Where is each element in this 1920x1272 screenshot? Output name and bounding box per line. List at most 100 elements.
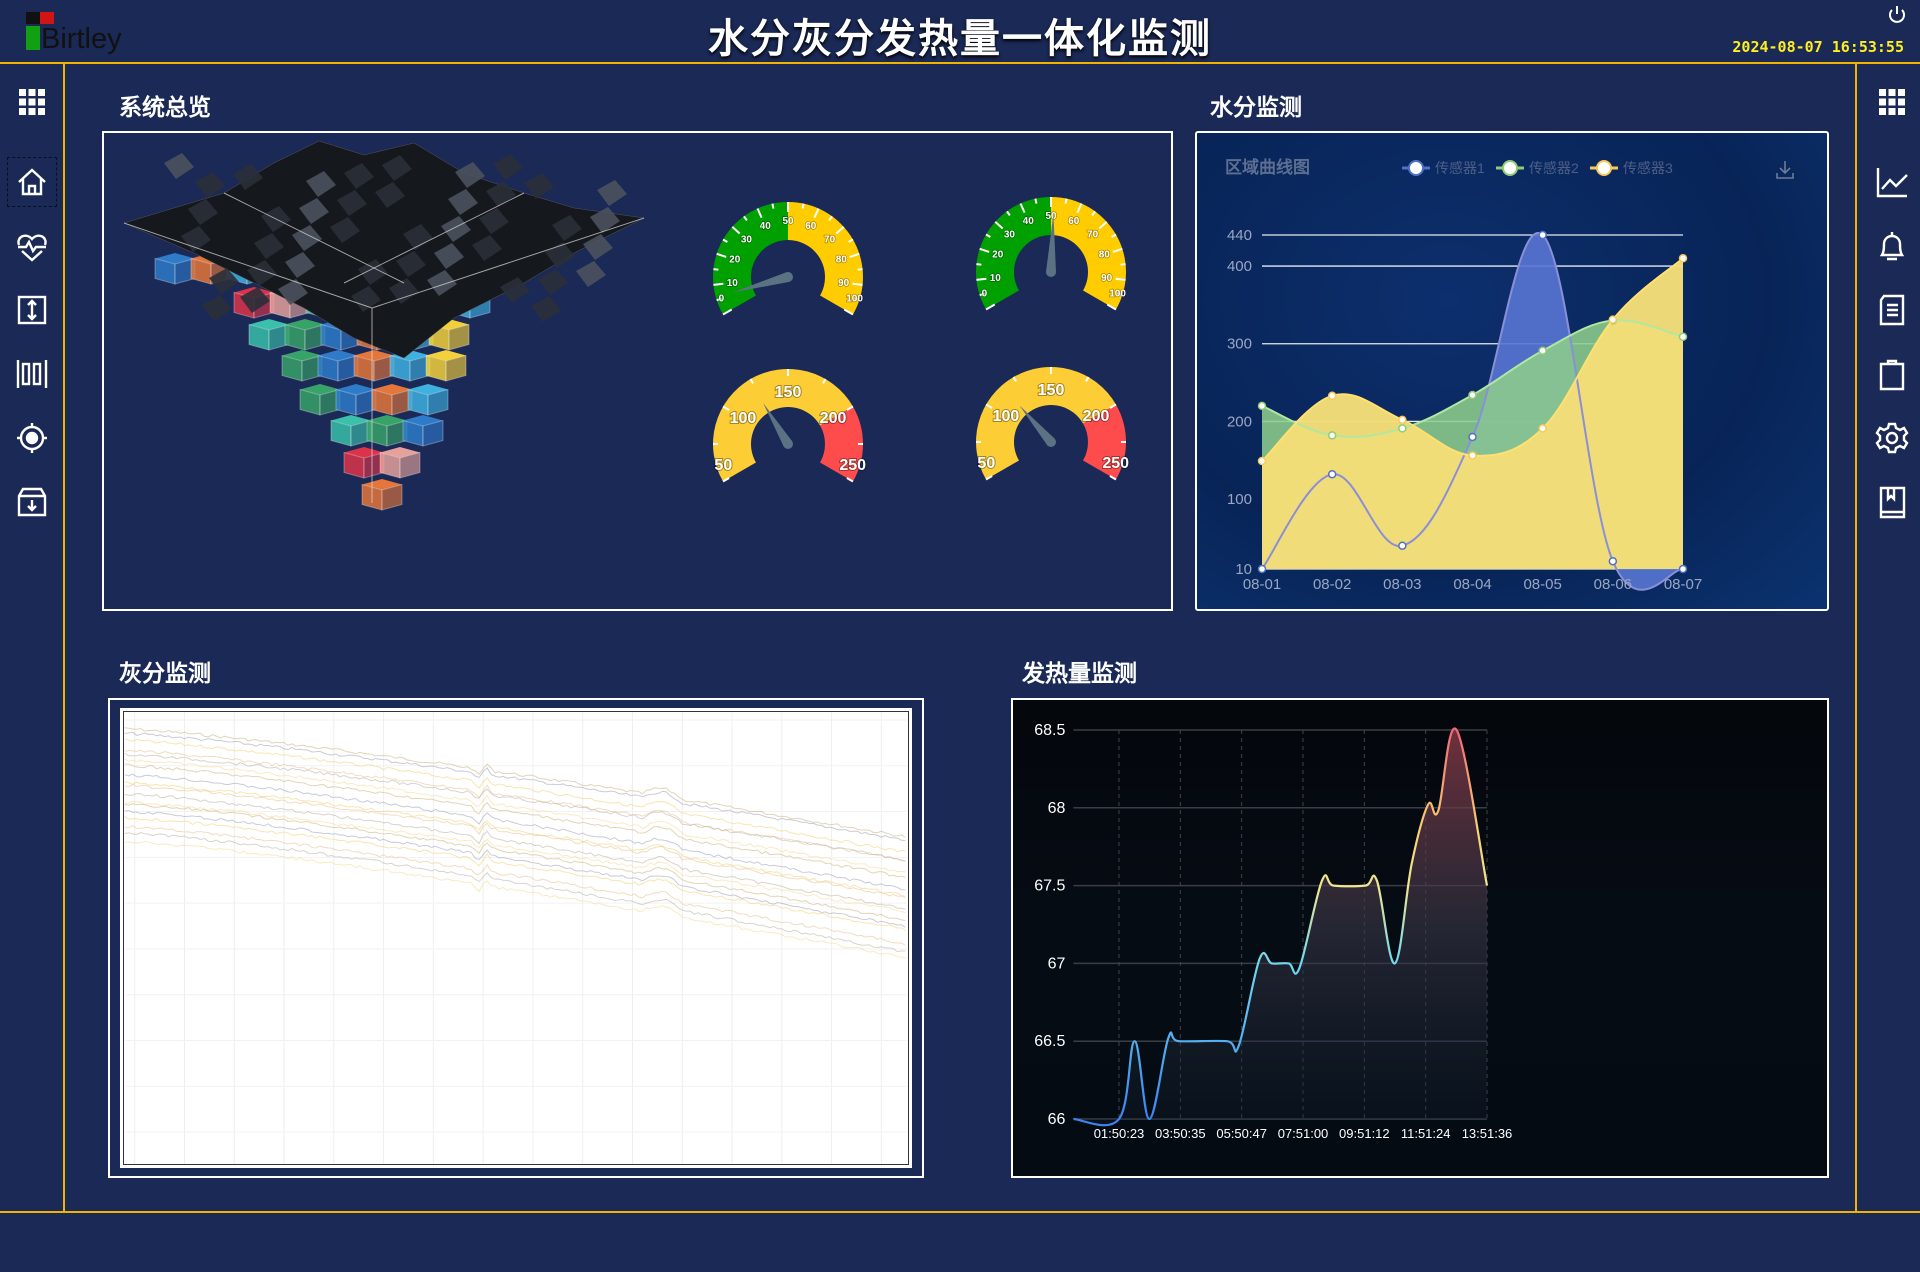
legend-marker — [1596, 160, 1612, 176]
chart-title: 区域曲线图 — [1225, 157, 1310, 177]
series-line — [1261, 231, 1684, 591]
gauge-tick — [743, 215, 748, 221]
gauge-needle-hub — [1046, 267, 1056, 277]
gauge-label: 0 — [982, 289, 988, 300]
clipboard-icon[interactable] — [1874, 356, 1910, 392]
water-chart-panel: 区域曲线图 传感器1 传感器2 传感器3 10 100 200 300 400 440 08-0… — [1195, 131, 1829, 611]
cube — [335, 384, 377, 416]
cube — [366, 415, 408, 447]
gauge-label: 10 — [727, 278, 739, 289]
gauge-tick — [716, 252, 727, 258]
gauge-tick — [994, 221, 1004, 230]
gauge-band — [712, 202, 788, 315]
gauge-tick — [1115, 277, 1126, 281]
x-tick-label: 09:51:12 — [1339, 1126, 1390, 1141]
gauge-tick — [801, 203, 805, 209]
legend-item[interactable]: 传感器3 — [1590, 160, 1673, 176]
trend-line — [124, 781, 906, 897]
gauge-tick — [722, 405, 730, 411]
overview-panel: 0 10 20 30 40 50 60 70 80 90 100 0 10 20 30 40 50 60 70 80 9… — [102, 131, 1173, 611]
data-point — [1257, 401, 1267, 411]
grid-menu-icon[interactable] — [1874, 84, 1910, 120]
gauge-tick — [1117, 292, 1123, 297]
gauge-tick — [1006, 210, 1011, 216]
trend-line — [124, 758, 906, 873]
trend-line — [124, 816, 906, 931]
x-tick-label: 08-03 — [1383, 576, 1421, 593]
gauge-tick — [854, 297, 860, 302]
gauge-needle-hub — [1046, 437, 1056, 447]
gauge-tick — [1019, 203, 1026, 214]
x-tick-label: 01:50:23 — [1094, 1126, 1145, 1141]
x-tick-label: 08-01 — [1243, 576, 1281, 593]
data-point — [1398, 415, 1407, 425]
series-area — [1262, 258, 1683, 569]
gauge-tick — [985, 475, 993, 481]
gauge-band — [820, 406, 864, 482]
line-chart-icon[interactable] — [1874, 164, 1910, 200]
gauge-label: 200 — [1083, 408, 1110, 425]
vertical-expand-icon[interactable] — [14, 292, 50, 328]
cube — [281, 350, 323, 382]
gauge-tick — [1112, 247, 1123, 253]
gauge-needle-hub — [783, 272, 793, 282]
x-tick-label: 11:51:24 — [1401, 1126, 1451, 1141]
bell-icon[interactable] — [1874, 228, 1910, 264]
barcode-columns-icon[interactable] — [14, 356, 50, 392]
target-icon[interactable] — [14, 420, 50, 456]
data-point — [1468, 432, 1477, 442]
cube — [402, 415, 444, 447]
gauge-tick — [976, 277, 987, 281]
home-icon[interactable] — [7, 157, 57, 207]
gauge-tick — [979, 247, 990, 253]
gauge-tick — [1012, 376, 1017, 382]
legend-item[interactable]: 传感器1 — [1402, 160, 1485, 176]
water-title: 水分监测 — [1210, 95, 1302, 121]
coal-3d-illustration — [123, 140, 645, 511]
book-icon[interactable] — [1874, 484, 1910, 520]
x-tick-label: 13:51:36 — [1462, 1126, 1513, 1141]
data-point — [1678, 332, 1688, 342]
overview-title: 系统总览 — [119, 95, 211, 121]
gauge-tick — [828, 215, 833, 221]
gauge-label: 20 — [729, 255, 741, 266]
data-point — [1678, 564, 1688, 574]
gauge-tick — [749, 378, 754, 384]
gauge-label: 50 — [714, 457, 732, 474]
settings-gear-icon[interactable] — [1874, 420, 1910, 456]
gauge-band — [976, 197, 1051, 310]
gauge-band — [976, 367, 1116, 480]
gauge-tick — [713, 268, 719, 271]
gauge-label: 100 — [1109, 289, 1126, 300]
gauge-tick — [846, 477, 854, 483]
data-point — [1468, 390, 1477, 400]
power-icon[interactable] — [1886, 4, 1908, 26]
heart-rate-icon[interactable] — [14, 228, 50, 264]
gauge-needle — [1046, 214, 1056, 273]
gauge-tick — [722, 477, 730, 483]
gauge-label: 250 — [839, 457, 866, 474]
left-divider — [63, 64, 65, 1212]
gauge-tick — [849, 252, 860, 258]
legend-item[interactable]: 传感器2 — [1496, 160, 1579, 176]
gauge-needle — [763, 402, 793, 447]
series-area — [1073, 728, 1487, 1126]
legend-label: 传感器2 — [1529, 160, 1579, 176]
trend-line — [124, 773, 906, 891]
gauge-tick — [756, 208, 763, 219]
x-tick-label: 07:51:00 — [1278, 1126, 1329, 1141]
archive-download-icon[interactable] — [14, 484, 50, 520]
trend-line — [124, 763, 906, 878]
trend-line — [124, 810, 906, 928]
data-point — [1398, 424, 1407, 433]
document-icon[interactable] — [1874, 292, 1910, 328]
download-icon[interactable] — [1776, 161, 1794, 179]
cube — [284, 319, 326, 351]
legend-label: 传感器3 — [1623, 160, 1673, 176]
footer-divider — [0, 1211, 1920, 1213]
grid-menu-icon[interactable] — [14, 84, 50, 120]
trend-line — [124, 832, 906, 953]
gauge-tick — [716, 297, 722, 302]
gauge-tick — [1076, 203, 1083, 214]
y-tick-label: 300 — [1227, 336, 1252, 353]
